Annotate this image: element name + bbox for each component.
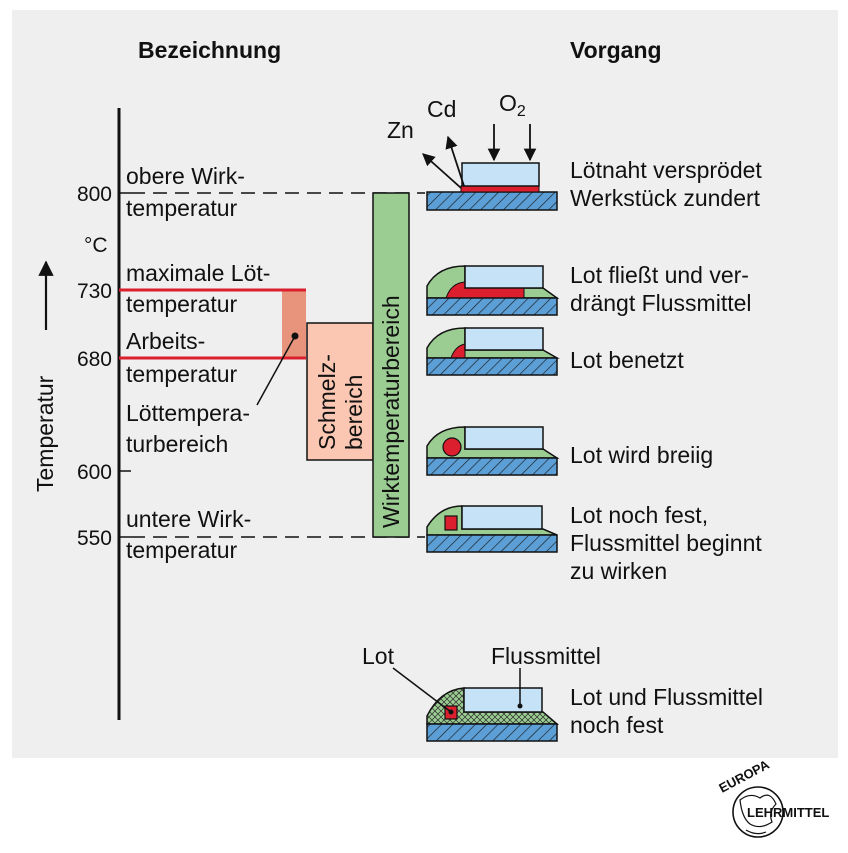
process-5-line-3: zu wirken bbox=[570, 558, 667, 584]
header-bezeichnung: Bezeichnung bbox=[138, 37, 281, 63]
label-loet-1: Löttempera- bbox=[126, 400, 250, 426]
schmelzbereich-bar bbox=[306, 322, 374, 461]
process-1-line-2: Werkstück zundert bbox=[570, 185, 761, 211]
label-untere-1: untere Wirk- bbox=[126, 506, 251, 532]
label-loet-2: turbereich bbox=[126, 431, 228, 457]
process-5-line-1: Lot noch fest, bbox=[570, 502, 708, 528]
process-3-line-1: Lot benetzt bbox=[570, 347, 684, 373]
tick-label-550: 550 bbox=[77, 527, 112, 550]
label-obere-1: obere Wirk- bbox=[126, 163, 245, 189]
logo-bottom: LEHRMITTEL bbox=[747, 805, 829, 820]
callout-flussmittel: Flussmittel bbox=[491, 643, 601, 669]
wirktemperaturbereich-bar bbox=[372, 192, 410, 538]
process-illustration-2 bbox=[426, 265, 560, 316]
wirktemperaturbereich-label: Wirktemperaturbereich bbox=[378, 295, 404, 528]
tick-label-730: 730 bbox=[77, 280, 112, 303]
header-vorgang: Vorgang bbox=[570, 37, 662, 63]
process-illustration-6 bbox=[392, 667, 560, 742]
globe-icon bbox=[732, 786, 784, 838]
process-2-line-2: drängt Flussmittel bbox=[570, 290, 752, 316]
label-untere-2: temperatur bbox=[126, 537, 238, 563]
schmelzbereich-label: Schmelz- bbox=[314, 354, 340, 450]
process-6-line-1: Lot und Flussmittel bbox=[570, 684, 763, 710]
gas-o2: O2 bbox=[499, 90, 526, 120]
tick-label-800: 800 bbox=[77, 183, 112, 206]
process-2-line-1: Lot fließt und ver- bbox=[570, 262, 749, 288]
label-max-1: maximale Löt- bbox=[126, 260, 270, 286]
process-4-line-1: Lot wird breiig bbox=[570, 442, 713, 468]
axis-label: Temperatur bbox=[32, 375, 58, 492]
process-6-line-2: noch fest bbox=[570, 712, 664, 738]
label-obere-2: temperatur bbox=[126, 195, 238, 221]
process-illustration-4 bbox=[426, 426, 560, 476]
gas-zn: Zn bbox=[387, 117, 414, 143]
process-5-line-2: Flussmittel beginnt bbox=[570, 530, 762, 556]
label-max-2: temperatur bbox=[126, 291, 238, 317]
callout-lot: Lot bbox=[362, 643, 395, 669]
process-illustration-3 bbox=[426, 327, 560, 376]
axis-unit: °C bbox=[84, 234, 108, 257]
process-1-line-1: Lötnaht versprödet bbox=[570, 157, 762, 183]
gas-cd: Cd bbox=[427, 96, 456, 122]
process-illustration-1 bbox=[422, 124, 558, 211]
schmelzbereich-label-2: bereich bbox=[341, 375, 367, 450]
loettemperaturbereich-bar bbox=[282, 290, 306, 358]
process-illustration-5 bbox=[426, 505, 558, 553]
callout-line bbox=[256, 335, 296, 406]
tick-label-680: 680 bbox=[77, 348, 112, 371]
label-arbeit-2: temperatur bbox=[126, 361, 238, 387]
label-arbeit-1: Arbeits- bbox=[126, 328, 205, 354]
diagram-panel bbox=[12, 10, 838, 758]
europa-lehrmittel-logo: EUROPA LEHRMITTEL bbox=[716, 756, 829, 838]
tick-label-600: 600 bbox=[77, 461, 112, 484]
